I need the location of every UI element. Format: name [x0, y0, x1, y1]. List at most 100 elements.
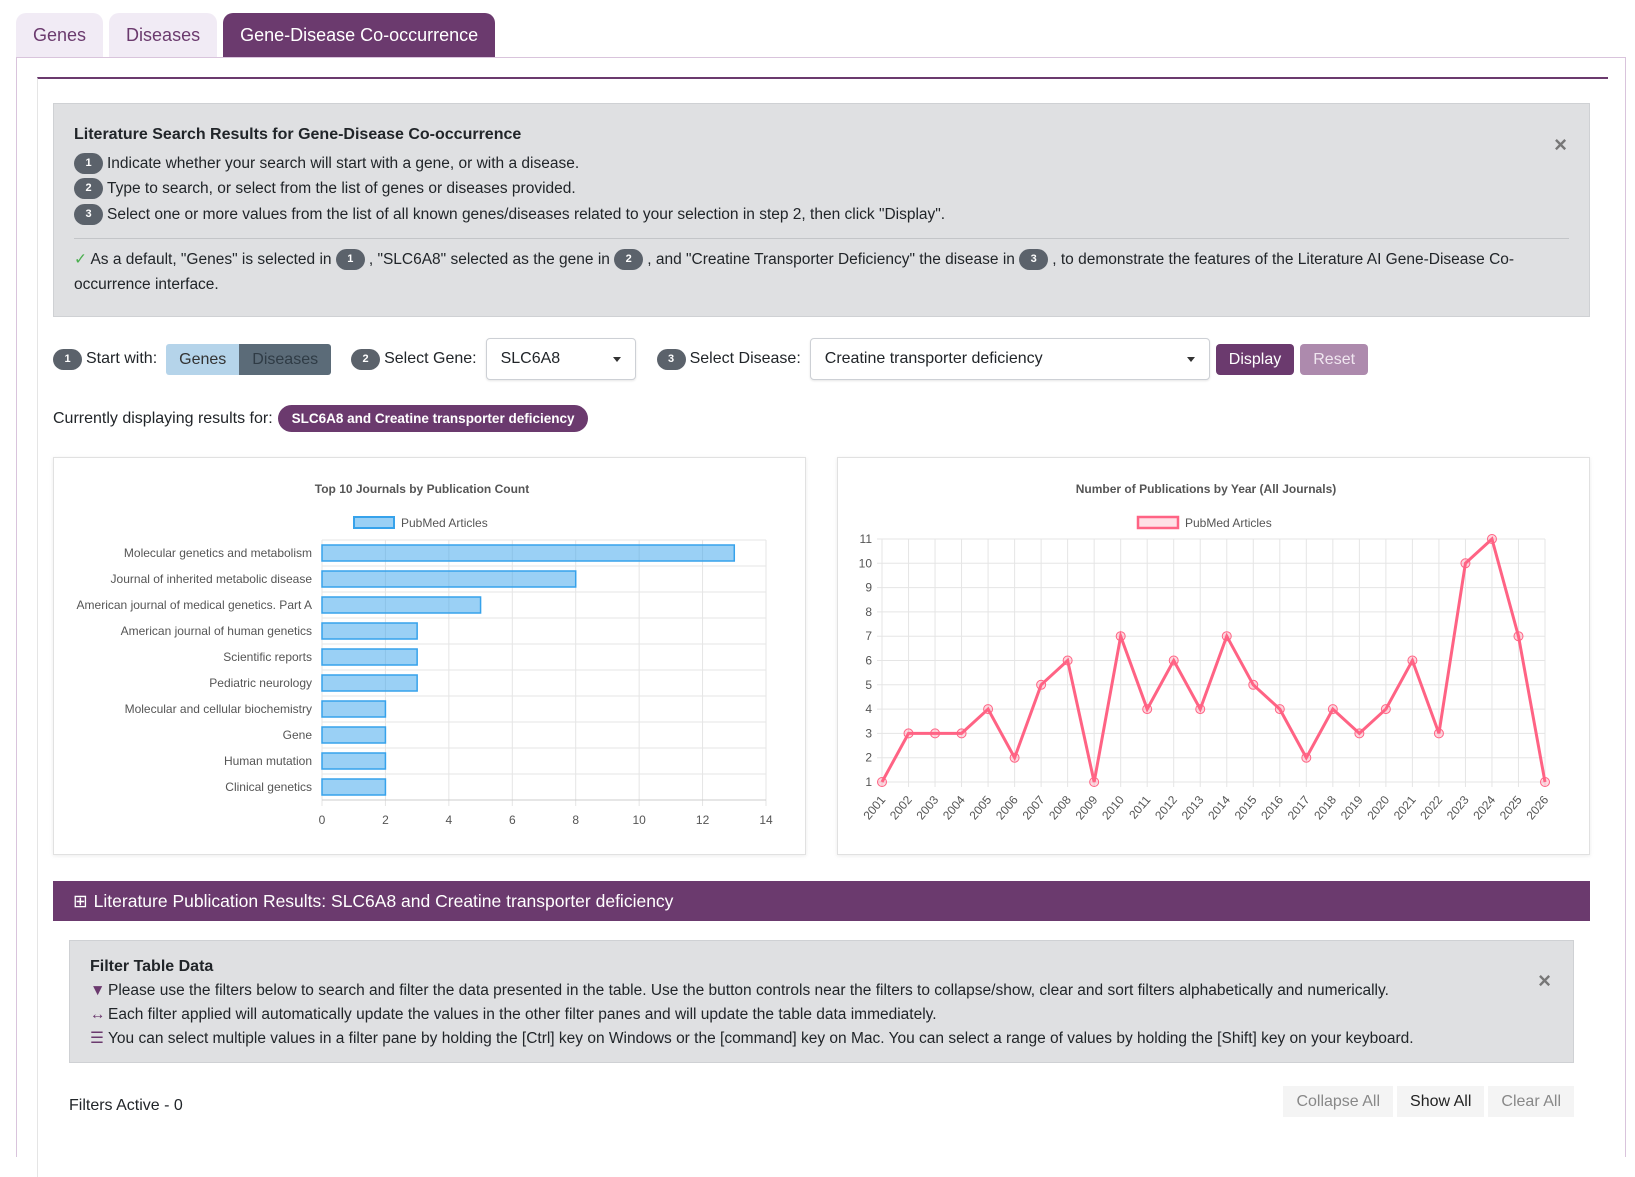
data-point [983, 704, 994, 715]
step-badge: 2 [614, 249, 644, 271]
legend-swatch [353, 516, 395, 529]
x-tick-label: 6 [509, 813, 516, 827]
x-tick-label: 10 [632, 813, 646, 827]
x-tick-label: 2003 [913, 793, 941, 823]
main-tabs: Genes Diseases Gene-Disease Co-occurrenc… [16, 13, 496, 57]
caret-down-icon [1186, 356, 1195, 362]
show-all-button[interactable]: Show All [1397, 1086, 1485, 1117]
start-with-toggle: Genes Diseases [166, 343, 332, 375]
x-tick-label: 2017 [1285, 793, 1313, 823]
data-point [1327, 704, 1338, 715]
filter-text: You can select multiple values in a filt… [108, 1030, 1414, 1047]
y-tick-label: 7 [865, 629, 872, 643]
data-point [1433, 728, 1444, 739]
reset-button[interactable]: Reset [1300, 343, 1369, 375]
y-tick-label: 8 [865, 605, 872, 619]
bar [321, 544, 736, 562]
gene-select[interactable]: SLC6A8 [485, 338, 636, 380]
bar [321, 700, 387, 718]
x-tick-label: 4 [446, 813, 453, 827]
y-tick-label: 4 [865, 702, 872, 716]
tab-genes[interactable]: Genes [16, 13, 104, 57]
close-icon[interactable]: × [1538, 968, 1551, 993]
close-icon[interactable]: × [1554, 132, 1567, 157]
current-selection: Currently displaying results for: SLC6A8… [53, 405, 589, 432]
tab-diseases[interactable]: Diseases [109, 13, 218, 57]
y-tick-label: Molecular genetics and metabolism [124, 546, 312, 560]
content-panel [37, 77, 1608, 1177]
x-tick-label: 2016 [1258, 793, 1286, 823]
data-point [1274, 704, 1285, 715]
y-tick-label: Gene [283, 728, 313, 742]
x-tick-label: 2013 [1179, 793, 1207, 823]
data-point [1460, 558, 1471, 569]
x-tick-label: 8 [572, 813, 579, 827]
data-point [930, 728, 941, 739]
collapse-all-button[interactable]: Collapse All [1283, 1086, 1394, 1117]
data-point [1513, 631, 1524, 642]
bar [321, 596, 482, 614]
arrows-horizontal-icon: ↔ [90, 1006, 106, 1023]
step-badge: 3 [656, 348, 686, 370]
y-tick-label: Molecular and cellular biochemistry [125, 702, 312, 716]
x-tick-label: 2009 [1073, 793, 1101, 823]
x-tick-label: 2007 [1020, 793, 1048, 823]
disease-select[interactable]: Creatine transporter deficiency [809, 338, 1210, 380]
data-point [1168, 655, 1179, 666]
y-tick-label: Pediatric neurology [209, 676, 312, 690]
x-tick-label: 2005 [966, 793, 994, 823]
results-header: ⊞ Literature Publication Results: SLC6A8… [53, 881, 1590, 921]
x-tick-label: 2019 [1338, 793, 1366, 823]
step-badge: 3 [74, 203, 103, 225]
step-badge: 1 [335, 249, 365, 271]
diseases-toggle-button[interactable]: Diseases [239, 343, 332, 375]
legend-label: PubMed Articles [1185, 516, 1272, 530]
note-text: , and "Creatine Transporter Deficiency" … [647, 251, 1015, 268]
step-badge: 1 [74, 152, 103, 174]
years-line-chart: Number of Publications by Year (All Jour… [859, 482, 1552, 823]
note-text: , "SLC6A8" selected as the gene in [368, 251, 610, 268]
y-tick-label: 9 [865, 581, 872, 595]
y-tick-label: 6 [865, 654, 872, 668]
data-point [1540, 777, 1550, 787]
x-tick-label: 2004 [940, 793, 968, 823]
filter-line: ↔ Each filter applied will automatically … [90, 1003, 1553, 1027]
genes-toggle-button[interactable]: Genes [166, 343, 240, 375]
y-tick-label: 10 [859, 556, 873, 570]
data-point [1115, 631, 1126, 642]
x-tick-label: 2014 [1205, 793, 1233, 823]
table-icon: ⊞ [73, 890, 88, 911]
divider [74, 238, 1569, 239]
years-chart-card: Number of Publications by Year (All Jour… [837, 457, 1590, 855]
bar [321, 726, 387, 744]
search-controls: 1 Start with: Genes Diseases 2 Select Ge… [53, 338, 1369, 380]
default-note: ✓ As a default, "Genes" is selected in 1… [74, 247, 1569, 297]
y-tick-label: 3 [865, 726, 872, 740]
filter-text: Please use the filters below to search a… [108, 982, 1389, 999]
y-tick-label: Clinical genetics [225, 780, 312, 794]
start-with-label: Start with: [86, 350, 158, 367]
bar [321, 778, 387, 796]
display-button[interactable]: Display [1215, 343, 1295, 375]
legend-label: PubMed Articles [401, 516, 488, 530]
data-point [1195, 704, 1206, 715]
y-tick-label: Human mutation [224, 754, 312, 768]
clear-all-button[interactable]: Clear All [1488, 1086, 1574, 1117]
x-tick-label: 2006 [993, 793, 1021, 823]
data-point [1089, 777, 1100, 787]
x-tick-label: 2008 [1046, 793, 1074, 823]
step-badge: 2 [351, 348, 381, 370]
y-tick-label: Journal of inherited metabolic disease [111, 572, 313, 586]
y-tick-label: Scientific reports [223, 650, 312, 664]
filter-line: ▼ Please use the filters below to search … [90, 979, 1553, 1003]
data-point [1009, 752, 1020, 763]
step-1: 1 Indicate whether your search will start… [74, 151, 1569, 177]
step-text: Indicate whether your search will start … [107, 154, 580, 172]
data-point [1354, 728, 1365, 739]
disease-select-value: Creatine transporter deficiency [824, 350, 1043, 367]
x-tick-label: 2022 [1417, 793, 1445, 823]
tab-content [16, 57, 1626, 1157]
tab-co-occurrence[interactable]: Gene-Disease Co-occurrence [223, 13, 496, 57]
x-tick-label: 2023 [1444, 793, 1472, 823]
x-tick-label: 2018 [1311, 793, 1339, 823]
